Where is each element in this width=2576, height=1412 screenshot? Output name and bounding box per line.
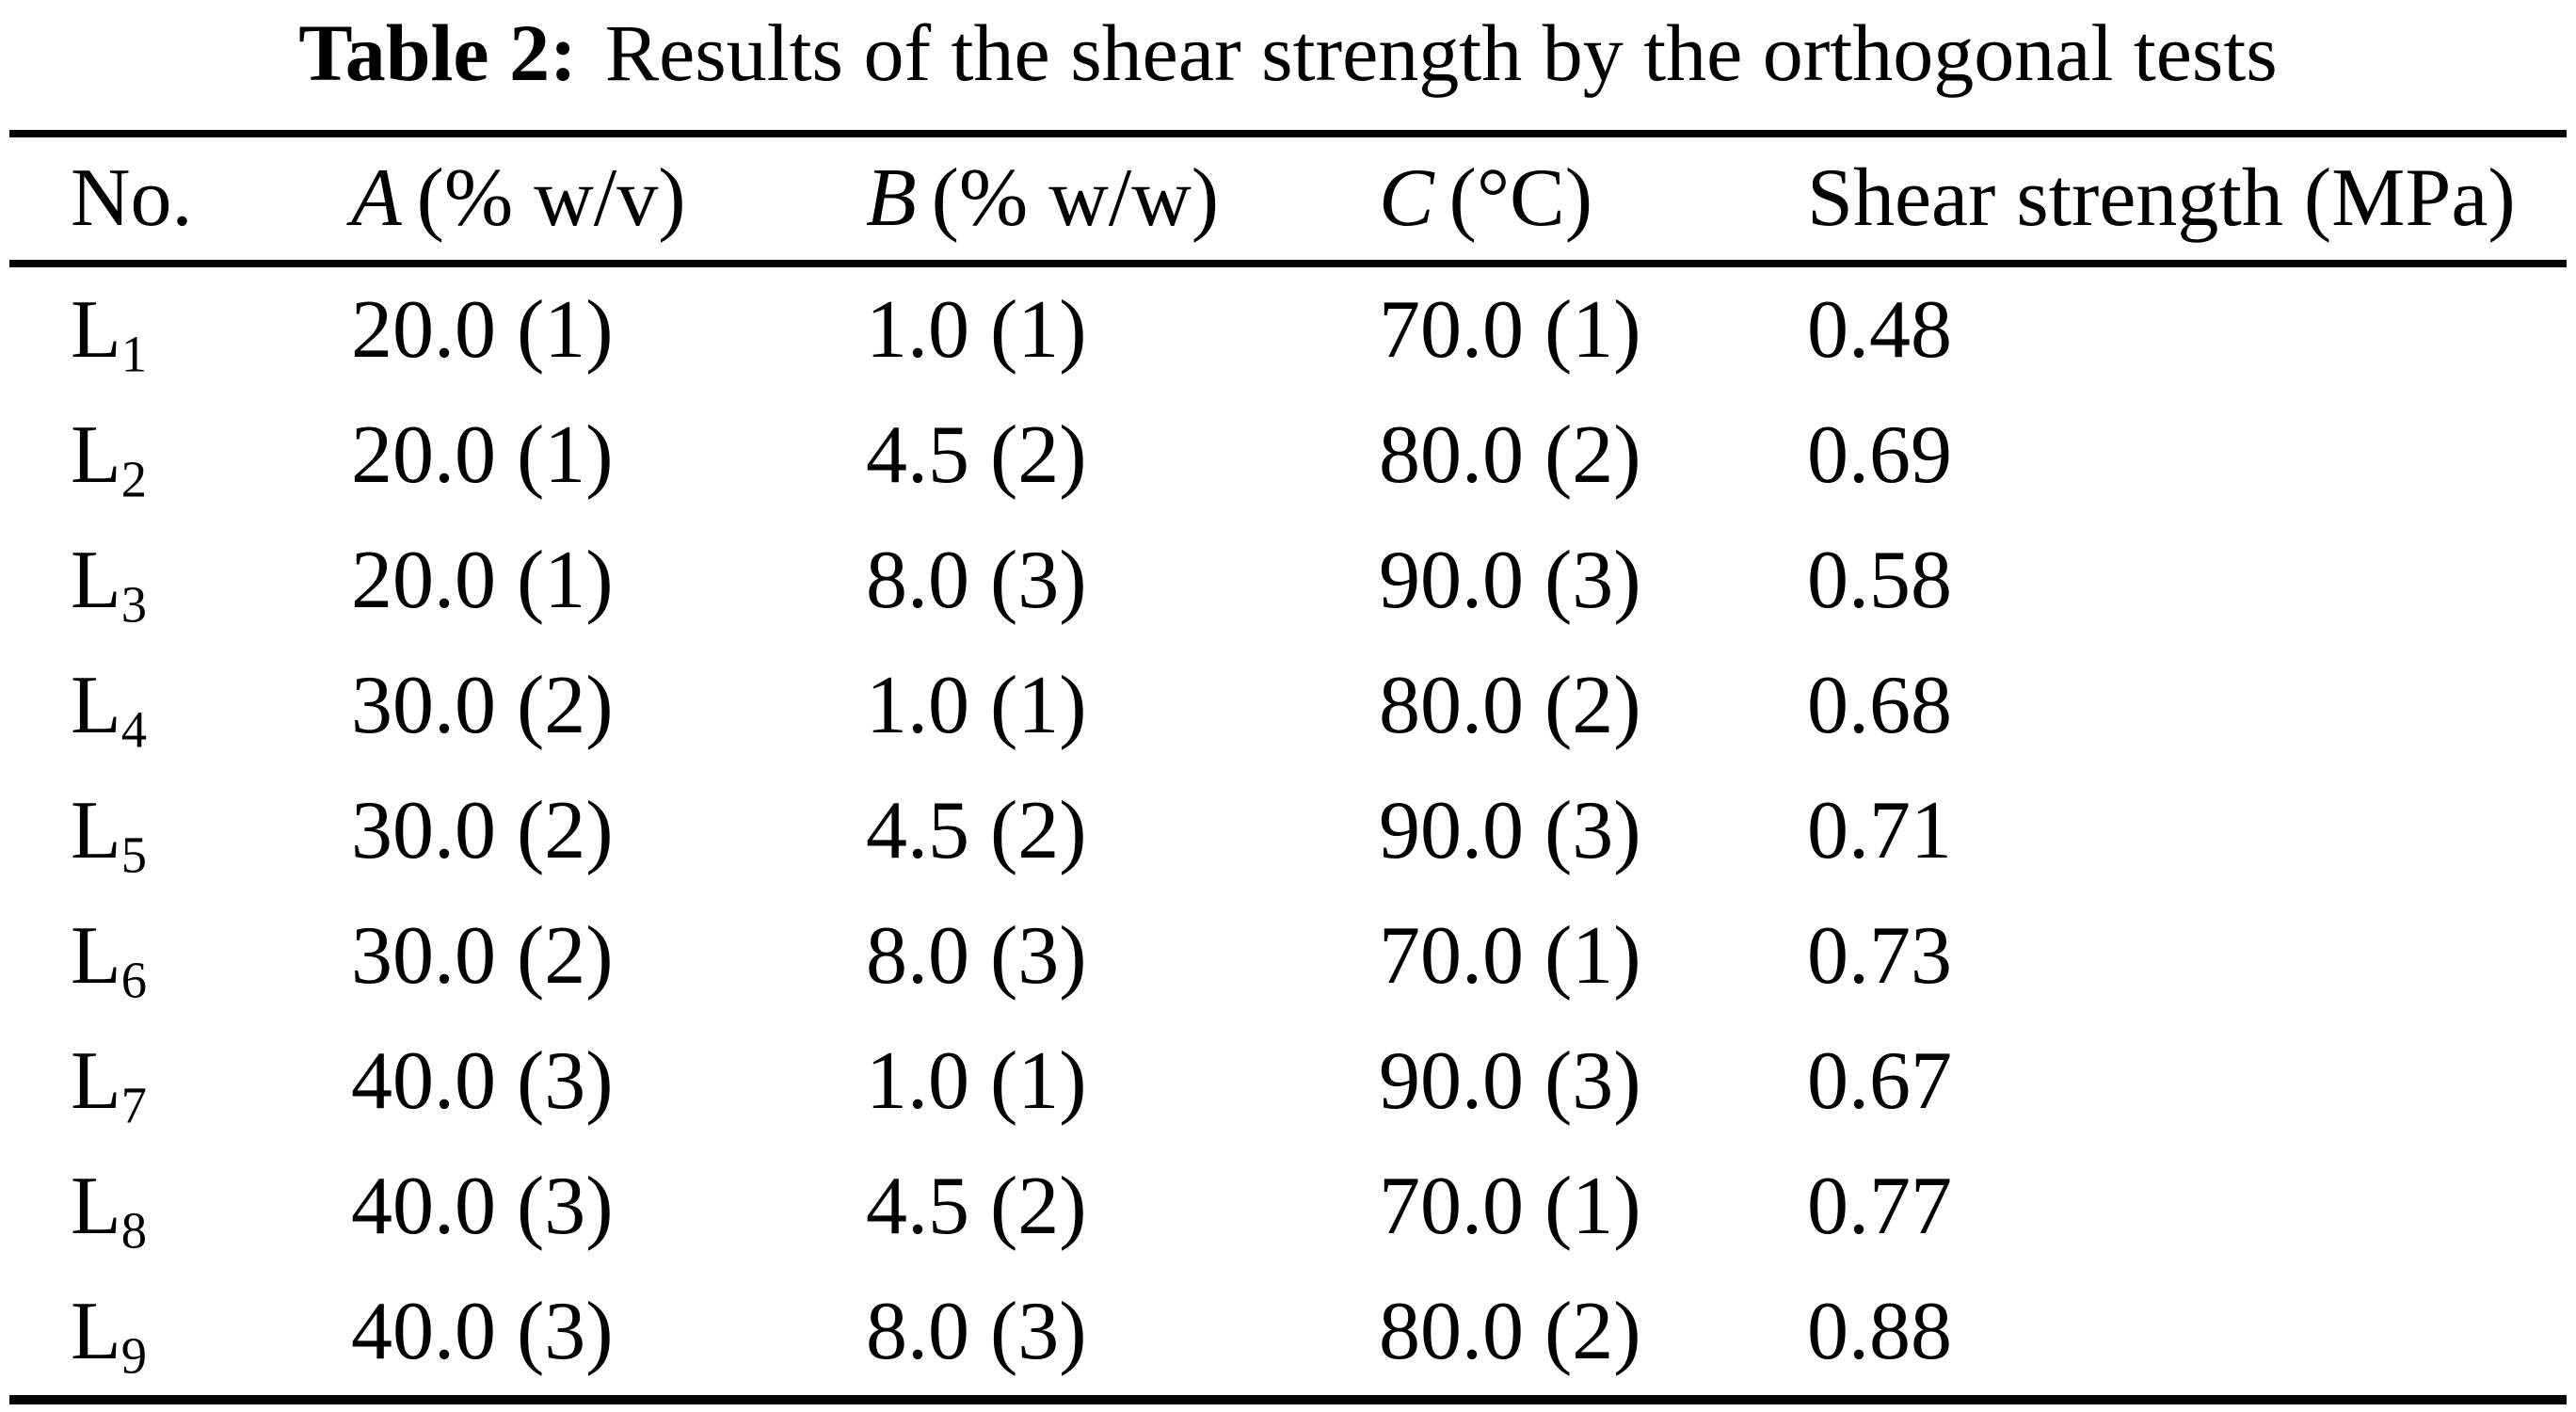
cell-b: 8.0 (3) <box>866 1286 1087 1378</box>
cell-c: 70.0 (1) <box>1379 1161 1641 1253</box>
cell-shear: 0.48 <box>1807 283 1952 376</box>
table-header-rule <box>9 260 2567 267</box>
row-label: L <box>71 784 121 876</box>
cell-a: 30.0 (2) <box>351 910 614 1003</box>
table-row: L6 30.0 (2) 8.0 (3) 70.0 (1) 0.73 <box>9 894 2567 1019</box>
cell-b: 1.0 (1) <box>866 659 1087 751</box>
cell-a: 30.0 (2) <box>351 659 614 751</box>
cell-no: L7 <box>71 1040 351 1131</box>
cell-no: L9 <box>71 1291 351 1382</box>
row-label-subscript: 1 <box>120 324 148 382</box>
table-row: L5 30.0 (2) 4.5 (2) 90.0 (3) 0.71 <box>9 768 2567 893</box>
cell-a: 30.0 (2) <box>351 784 614 876</box>
table-row: L9 40.0 (3) 8.0 (3) 80.0 (2) 0.88 <box>9 1270 2567 1395</box>
cell-a: 40.0 (3) <box>351 1161 614 1253</box>
cell-a: 20.0 (1) <box>351 409 614 501</box>
row-label: L <box>71 534 121 626</box>
table-caption-text: Results of the shear strength by the ort… <box>604 8 2278 98</box>
row-label-subscript: 3 <box>120 575 148 634</box>
cell-no: L3 <box>71 538 351 630</box>
row-label-subscript: 7 <box>120 1076 148 1134</box>
cell-no: L8 <box>71 1165 351 1257</box>
cell-b: 8.0 (3) <box>866 534 1087 626</box>
row-label: L <box>71 1286 121 1378</box>
cell-a: 40.0 (3) <box>351 1035 614 1128</box>
table-body: L1 20.0 (1) 1.0 (1) 70.0 (1) 0.48 L2 20.… <box>9 267 2567 1395</box>
cell-c: 80.0 (2) <box>1379 409 1641 501</box>
table-top-rule <box>9 130 2567 137</box>
row-label: L <box>71 1161 121 1253</box>
cell-no: L4 <box>71 664 351 755</box>
table-row: L1 20.0 (1) 1.0 (1) 70.0 (1) 0.48 <box>9 267 2567 393</box>
row-label: L <box>71 409 121 501</box>
table-row: L8 40.0 (3) 4.5 (2) 70.0 (1) 0.77 <box>9 1145 2567 1270</box>
cell-shear: 0.73 <box>1807 910 1952 1003</box>
cell-c: 80.0 (2) <box>1379 659 1641 751</box>
row-label-subscript: 4 <box>120 700 148 759</box>
header-a-unit: (% w/v) <box>416 152 686 244</box>
table-header-row: No. A (% w/v) B (% w/w) C (°C) Shear streng… <box>9 137 2567 260</box>
cell-b: 8.0 (3) <box>866 910 1087 1003</box>
cell-a: 20.0 (1) <box>351 283 614 376</box>
header-factor-c: C (°C) <box>1379 157 1807 240</box>
header-c-letter: C <box>1379 152 1434 244</box>
cell-shear: 0.68 <box>1807 659 1952 751</box>
cell-b: 1.0 (1) <box>866 283 1087 376</box>
cell-c: 70.0 (1) <box>1379 283 1641 376</box>
table-caption-number: Table 2: <box>298 8 577 98</box>
header-c-unit: (°C) <box>1448 152 1593 244</box>
table-caption: Table 2: Results of the shear strength by… <box>0 2 2576 104</box>
table-row: L4 30.0 (2) 1.0 (1) 80.0 (2) 0.68 <box>9 643 2567 768</box>
cell-a: 20.0 (1) <box>351 534 614 626</box>
table-row: L3 20.0 (1) 8.0 (3) 90.0 (3) 0.58 <box>9 518 2567 643</box>
row-label: L <box>71 910 121 1003</box>
cell-c: 90.0 (3) <box>1379 534 1641 626</box>
table-row: L2 20.0 (1) 4.5 (2) 80.0 (2) 0.69 <box>9 393 2567 518</box>
row-label-subscript: 5 <box>120 826 148 884</box>
header-shear-strength: Shear strength (MPa) <box>1807 157 2567 240</box>
cell-no: L6 <box>71 915 351 1006</box>
row-label-subscript: 2 <box>120 449 148 507</box>
cell-b: 1.0 (1) <box>866 1035 1087 1128</box>
header-a-letter: A <box>351 152 402 244</box>
header-factor-a: A (% w/v) <box>351 157 866 240</box>
cell-shear: 0.77 <box>1807 1161 1952 1253</box>
cell-no: L1 <box>71 288 351 379</box>
cell-shear: 0.71 <box>1807 784 1952 876</box>
header-b-unit: (% w/w) <box>931 152 1220 244</box>
cell-shear: 0.69 <box>1807 409 1952 501</box>
row-label-subscript: 8 <box>120 1201 148 1260</box>
header-b-letter: B <box>866 152 917 244</box>
header-no-label: No. <box>71 152 193 244</box>
header-factor-b: B (% w/w) <box>866 157 1379 240</box>
cell-b: 4.5 (2) <box>866 784 1087 876</box>
cell-shear: 0.88 <box>1807 1286 1952 1378</box>
cell-shear: 0.58 <box>1807 534 1952 626</box>
cell-c: 90.0 (3) <box>1379 1035 1641 1128</box>
header-shear-label: Shear strength (MPa) <box>1807 152 2516 244</box>
cell-shear: 0.67 <box>1807 1035 1952 1128</box>
table-bottom-rule <box>9 1395 2567 1404</box>
cell-c: 90.0 (3) <box>1379 784 1641 876</box>
cell-c: 70.0 (1) <box>1379 910 1641 1003</box>
table-row: L7 40.0 (3) 1.0 (1) 90.0 (3) 0.67 <box>9 1019 2567 1145</box>
cell-no: L2 <box>71 413 351 505</box>
row-label-subscript: 6 <box>120 951 148 1009</box>
row-label-subscript: 9 <box>120 1326 148 1385</box>
cell-a: 40.0 (3) <box>351 1286 614 1378</box>
row-label: L <box>71 659 121 751</box>
cell-c: 80.0 (2) <box>1379 1286 1641 1378</box>
cell-no: L5 <box>71 789 351 880</box>
header-no: No. <box>71 157 351 240</box>
cell-b: 4.5 (2) <box>866 409 1087 501</box>
row-label: L <box>71 1035 121 1128</box>
cell-b: 4.5 (2) <box>866 1161 1087 1253</box>
row-label: L <box>71 283 121 376</box>
